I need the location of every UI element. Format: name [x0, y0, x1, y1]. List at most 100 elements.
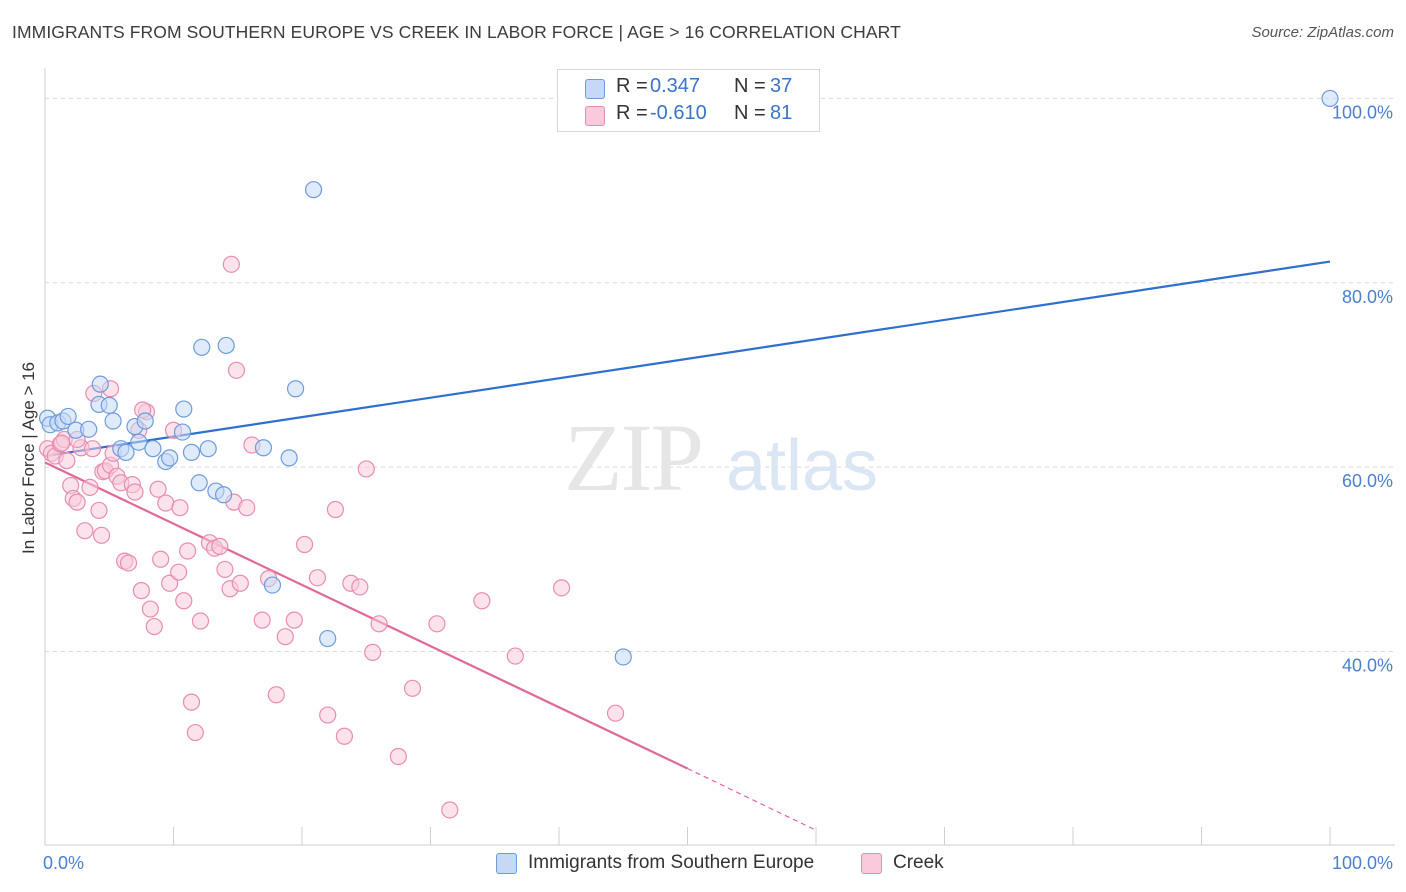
creek-point [267, 686, 285, 704]
creek-point [145, 617, 163, 636]
creek-point [53, 434, 71, 452]
creek-points [38, 255, 625, 819]
creek-point [403, 679, 422, 697]
legend-r-label: R = [616, 75, 648, 97]
creek-point [92, 526, 111, 544]
creek-point [83, 440, 102, 458]
source-credit: Source: ZipAtlas.com [1251, 24, 1394, 41]
creek-point [319, 706, 337, 724]
creek-point [238, 499, 256, 517]
legend-n-label: N = [734, 75, 766, 97]
bottom-legend-swatch-pink [861, 853, 882, 874]
creek-point [211, 537, 229, 555]
immigrants-point [104, 412, 122, 430]
creek-point [58, 452, 76, 470]
y-tick-label: 100.0% [1332, 102, 1393, 122]
creek-point [428, 615, 446, 633]
immigrants-point [175, 400, 193, 418]
legend-swatch-pink [585, 106, 605, 126]
immigrants-point [117, 443, 135, 461]
immigrants-point [215, 486, 233, 504]
legend-n-label: N = [734, 102, 766, 124]
creek-point [364, 643, 382, 661]
immigrants-point [286, 380, 305, 398]
creek-point [552, 579, 571, 597]
gridlines [45, 97, 1395, 652]
immigrants-point [263, 576, 282, 594]
creek-point [370, 615, 388, 633]
creek-point [182, 693, 201, 711]
creek-point [161, 574, 179, 592]
creek-point [76, 522, 94, 540]
x-tick-label-max: 100.0% [1332, 853, 1393, 873]
creek-point [506, 647, 524, 665]
legend-swatch-blue [585, 79, 605, 99]
chart-title: IMMIGRANTS FROM SOUTHERN EUROPE VS CREEK… [12, 22, 901, 42]
immigrants-point [193, 338, 211, 356]
x-tick-labels: 0.0% 100.0% [43, 853, 1393, 873]
creek-point [473, 592, 491, 610]
legend-n-value: 81 [770, 102, 793, 124]
creek-point [276, 628, 294, 646]
trend-line-immigrants [44, 260, 1331, 458]
immigrants-point [614, 648, 632, 666]
creek-point [231, 574, 249, 592]
creek-point [186, 723, 204, 742]
creek-point [179, 542, 197, 560]
y-axis-title: In Labor Force | Age > 16 [19, 362, 38, 554]
legend-row-immigrants: R = 0.347 N = 37 [558, 75, 818, 101]
trend-line-creek [44, 461, 688, 770]
creek-point [389, 747, 407, 766]
creek-point [222, 255, 240, 273]
immigrants-point [59, 407, 77, 426]
creek-point [141, 600, 159, 618]
creek-point [68, 493, 86, 511]
creek-point [606, 704, 625, 722]
creek-point [326, 500, 345, 519]
creek-point [357, 460, 375, 478]
x-tick-label-min: 0.0% [43, 853, 84, 873]
immigrants-point [91, 375, 109, 393]
immigrants-point [130, 433, 148, 451]
trend-line-creek-extension [687, 767, 817, 831]
creek-point [285, 611, 303, 629]
immigrants-point [144, 440, 162, 458]
immigrants-point [100, 396, 118, 414]
creek-point [126, 483, 144, 501]
creek-point [295, 535, 314, 554]
y-tick-labels: 40.0% 60.0% 80.0% 100.0% [1332, 102, 1393, 675]
bottom-legend-swatch-blue [496, 853, 517, 874]
immigrants-point [319, 629, 337, 648]
creek-point [81, 478, 99, 496]
y-tick-label: 80.0% [1342, 287, 1393, 307]
immigrants-point [136, 412, 154, 430]
immigrants-point [1321, 89, 1339, 108]
bottom-legend-immigrants: Immigrants from Southern Europe [496, 852, 836, 876]
creek-point [175, 592, 193, 610]
legend-row-creek: R = -0.610 N = 81 [558, 102, 818, 128]
correlation-legend: R = 0.347 N = 37 R = -0.610 N = 81 [557, 69, 820, 132]
bottom-legend-label-immigrants: Immigrants from Southern Europe [528, 852, 815, 873]
creek-point [441, 801, 459, 819]
immigrants-point [182, 443, 201, 461]
creek-point [191, 612, 210, 630]
legend-r-value: 0.347 [650, 75, 701, 97]
immigrants-point [217, 336, 235, 355]
immigrants-point [280, 449, 298, 467]
bottom-legend-creek: Creek [861, 852, 961, 876]
immigrants-point [80, 420, 98, 438]
legend-r-value: -0.610 [650, 102, 707, 124]
creek-point [149, 480, 167, 498]
immigrants-point [161, 449, 179, 467]
creek-point [308, 569, 327, 587]
immigrants-point [199, 440, 217, 458]
creek-point [152, 550, 170, 568]
axes [44, 68, 1395, 846]
creek-point [253, 611, 271, 629]
immigrants-point [304, 181, 323, 199]
creek-point [90, 501, 108, 520]
creek-point [351, 578, 369, 596]
legend-n-value: 37 [770, 75, 793, 97]
creek-point [132, 582, 150, 600]
